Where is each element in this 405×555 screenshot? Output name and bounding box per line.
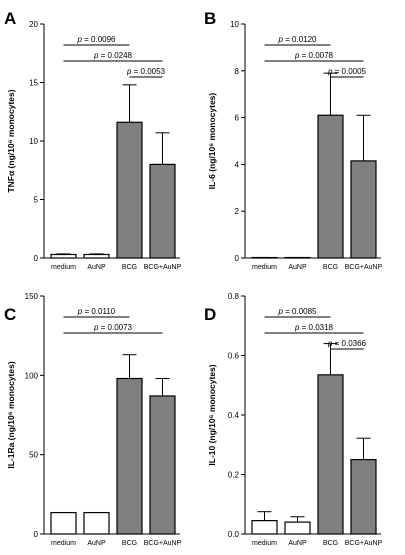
x-tick-label: BCG+AuNP xyxy=(345,264,383,271)
y-tick-label: 0 xyxy=(235,254,240,263)
bar xyxy=(84,513,109,534)
x-tick-label: medium xyxy=(51,540,76,547)
y-tick-label: 5 xyxy=(34,196,39,205)
y-tick-label: 8 xyxy=(235,67,240,76)
y-tick-label: 0 xyxy=(34,530,39,539)
x-tick-label: AuNP xyxy=(288,540,307,547)
y-tick-label: 0.0 xyxy=(228,530,240,539)
bar xyxy=(285,522,310,534)
panel-letter: C xyxy=(4,305,16,324)
y-tick-label: 0.6 xyxy=(228,352,240,361)
p-value-label: p = 0.0073 xyxy=(93,323,133,332)
bar xyxy=(117,122,142,258)
y-tick-label: 6 xyxy=(235,114,240,123)
p-value-label: p = 0.0120 xyxy=(277,35,317,44)
bar xyxy=(150,164,175,258)
bar xyxy=(150,396,175,534)
y-tick-label: 50 xyxy=(29,451,38,460)
x-tick-label: BCG+AuNP xyxy=(144,264,182,271)
y-tick-label: 0.2 xyxy=(228,471,240,480)
y-tick-label: 2 xyxy=(235,207,240,216)
y-axis-label: TNFα (ng/10⁶ monocytes) xyxy=(6,89,16,192)
x-tick-label: BCG xyxy=(122,264,137,271)
x-tick-label: AuNP xyxy=(87,264,106,271)
x-tick-label: BCG xyxy=(323,264,338,271)
x-tick-label: medium xyxy=(252,540,277,547)
chart-panel-d: D 0.0 0.2 0.4 0.6 0.8 IL-10 (ng/10⁶ monocytes)… xyxy=(204,292,383,547)
y-tick-label: 0.8 xyxy=(228,292,240,301)
chart-panel-c: C 0 50 100 150 IL-1Ra (ng/10⁶ monocytes) mediu… xyxy=(4,292,182,547)
y-tick-label: 10 xyxy=(29,137,38,146)
y-axis-label: IL-1Ra (ng/10⁶ monocytes) xyxy=(6,361,16,469)
p-value-label: p = 0.0053 xyxy=(126,67,166,76)
p-value-label: p = 0.0005 xyxy=(327,67,367,76)
bar xyxy=(51,513,76,534)
panel-letter: D xyxy=(204,305,216,324)
bar xyxy=(252,521,277,534)
y-tick-label: 20 xyxy=(29,20,38,29)
p-value-label: p = 0.0248 xyxy=(93,51,133,60)
bar xyxy=(351,460,376,534)
x-tick-label: AuNP xyxy=(87,540,106,547)
x-tick-label: BCG+AuNP xyxy=(144,540,182,547)
p-value-label: p = 0.0078 xyxy=(294,51,334,60)
bar xyxy=(351,161,376,258)
x-tick-label: medium xyxy=(51,264,76,271)
y-axis-label: IL-6 (ng/10⁶ monocytes) xyxy=(207,93,217,190)
panel-letter: B xyxy=(204,9,216,28)
x-tick-label: medium xyxy=(252,264,277,271)
bar xyxy=(84,254,109,258)
bar xyxy=(51,254,76,258)
y-tick-label: 150 xyxy=(25,292,39,301)
bar xyxy=(318,115,343,258)
y-tick-label: 4 xyxy=(235,160,240,169)
chart-panel-b: B 0 2 4 6 8 10 IL-6 (ng/10⁶ monocytes) medium AuN… xyxy=(204,9,383,271)
x-tick-label: BCG+AuNP xyxy=(345,540,383,547)
x-tick-label: BCG xyxy=(122,540,137,547)
y-tick-label: 100 xyxy=(25,371,39,380)
y-tick-label: 0.4 xyxy=(228,411,240,420)
y-tick-label: 15 xyxy=(29,79,38,88)
y-axis-label: IL-10 (ng/10⁶ monocytes) xyxy=(207,364,217,465)
p-value-label: p = 0.0085 xyxy=(277,307,317,316)
p-value-label: p = 0.0096 xyxy=(76,35,116,44)
p-value-label: p = 0.0318 xyxy=(294,323,334,332)
chart-panel-a: A 0 5 10 15 20 TNFα (ng/10⁶ monocytes) medium Au… xyxy=(4,9,182,271)
y-tick-label: 0 xyxy=(34,254,39,263)
x-tick-label: AuNP xyxy=(288,264,307,271)
p-value-label: p = 0.0366 xyxy=(327,339,367,348)
y-tick-label: 10 xyxy=(230,20,239,29)
x-tick-label: BCG xyxy=(323,540,338,547)
bar xyxy=(117,379,142,534)
panel-letter: A xyxy=(4,9,16,28)
p-value-label: p = 0.0110 xyxy=(77,307,116,316)
bar xyxy=(318,375,343,534)
